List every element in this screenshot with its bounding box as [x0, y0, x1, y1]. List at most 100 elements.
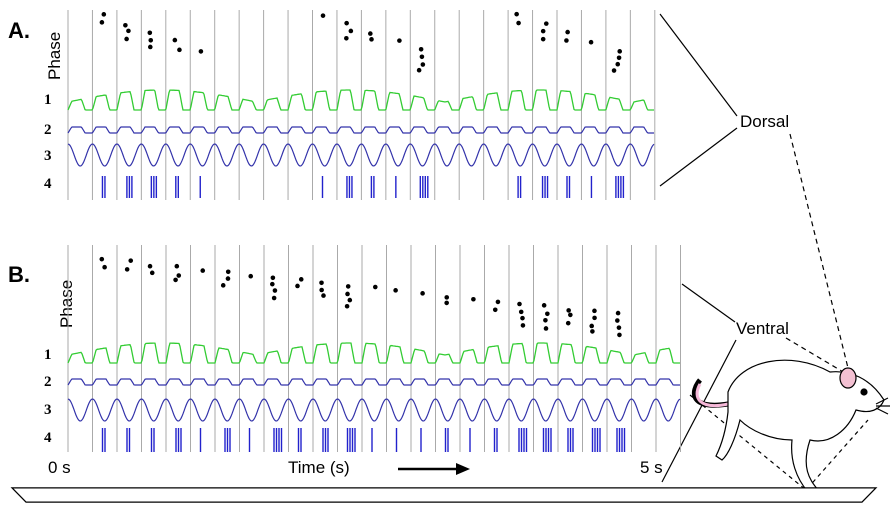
trace-label: 4 — [44, 176, 52, 192]
phase-dot — [128, 258, 134, 263]
floor — [10, 487, 878, 503]
time-label: Time (s) — [288, 458, 350, 477]
phase-dot — [124, 267, 130, 272]
phase-dot — [147, 263, 153, 269]
phase-dot — [444, 300, 449, 306]
phase-dot — [615, 310, 621, 316]
phase-dot — [198, 49, 204, 54]
phase-dot — [492, 307, 498, 313]
phase-dot — [611, 68, 617, 73]
trace-label: 1 — [44, 92, 52, 108]
phase-dot — [617, 332, 622, 338]
phase-dot — [495, 299, 501, 305]
phase-dot — [270, 275, 276, 281]
panel-label: A. — [8, 18, 30, 43]
phase-dot — [590, 329, 595, 334]
trace-label: 3 — [44, 402, 52, 418]
phase-dot — [200, 268, 206, 273]
phase-dot — [520, 315, 525, 321]
phase-dot — [295, 283, 300, 289]
phase-dot — [565, 320, 571, 326]
phase-dot — [220, 283, 226, 288]
phase-dot — [344, 303, 350, 309]
phase-dot — [319, 280, 324, 286]
trace-green — [67, 342, 680, 364]
phase-dot — [347, 297, 353, 303]
phase-dot — [516, 20, 521, 26]
phase-dot — [174, 263, 180, 269]
phase-dot — [397, 38, 402, 43]
phase-dot — [149, 270, 155, 276]
phase-dot — [566, 308, 571, 313]
phase-dot — [518, 309, 524, 315]
phase-dot — [372, 284, 378, 290]
phase-dot — [102, 264, 107, 270]
phase-dot — [393, 288, 398, 293]
phase-dot — [177, 47, 182, 53]
phase-dot — [368, 31, 373, 36]
time-start: 0 s — [48, 458, 71, 477]
phase-dot — [543, 326, 549, 331]
phase-dot — [319, 287, 324, 293]
phase-dot — [617, 49, 623, 54]
arrow — [398, 463, 470, 475]
phase-dot — [420, 291, 425, 296]
rat — [691, 359, 890, 493]
phase-dot — [517, 301, 522, 307]
phase-dot — [589, 323, 595, 329]
phase-dot — [123, 22, 128, 28]
panel-label: B. — [8, 262, 30, 287]
phase-dot — [345, 284, 351, 289]
phase-dot — [543, 21, 549, 26]
trace-blue — [67, 398, 681, 422]
phase-dot — [471, 296, 476, 302]
phase-dot — [419, 54, 425, 60]
phase-dot — [172, 37, 178, 43]
phase-dot — [588, 39, 594, 45]
trace-blue — [67, 378, 680, 386]
phase-dot — [514, 11, 519, 17]
phase-dot — [148, 37, 154, 43]
phase-label: Phase — [45, 32, 64, 80]
phase-dot — [616, 55, 622, 61]
trace-label: 2 — [44, 374, 52, 390]
phase-dot — [344, 35, 349, 41]
trace-blue — [67, 143, 655, 167]
phase-dot — [564, 38, 569, 43]
region-label: Dorsal — [740, 112, 789, 131]
phase-dot — [568, 312, 573, 318]
phase-dot — [615, 318, 620, 323]
trace-label: 2 — [44, 122, 52, 138]
phase-dot — [101, 12, 107, 17]
phase-dot — [369, 37, 374, 42]
trace-label: 1 — [44, 347, 52, 363]
phase-dot — [147, 44, 153, 50]
phase-dot — [99, 20, 105, 25]
phase-dot — [126, 28, 131, 34]
phase-dot — [540, 28, 546, 34]
phase-label: Phase — [57, 280, 76, 328]
phase-dot — [225, 276, 231, 281]
phase-dot — [271, 295, 277, 301]
phase-dot — [420, 62, 426, 67]
phase-dot — [540, 36, 546, 42]
phase-dot — [616, 325, 622, 330]
phase-dot — [320, 13, 326, 18]
phase-dot — [147, 30, 153, 36]
phase-dot — [248, 273, 254, 279]
phase-dot — [418, 46, 424, 52]
phase-dot — [272, 288, 278, 293]
phase-dot — [225, 269, 231, 275]
phase-dot — [416, 67, 422, 73]
phase-dot — [520, 323, 526, 328]
phase-dot — [270, 281, 275, 287]
phase-dot — [176, 273, 182, 278]
phase-dot — [321, 293, 326, 298]
phase-dot — [99, 256, 105, 262]
phase-dot — [444, 295, 450, 300]
time-end: 5 s — [640, 458, 663, 477]
phase-dot — [173, 277, 178, 283]
trace-green — [67, 89, 654, 111]
phase-dot — [348, 28, 354, 34]
